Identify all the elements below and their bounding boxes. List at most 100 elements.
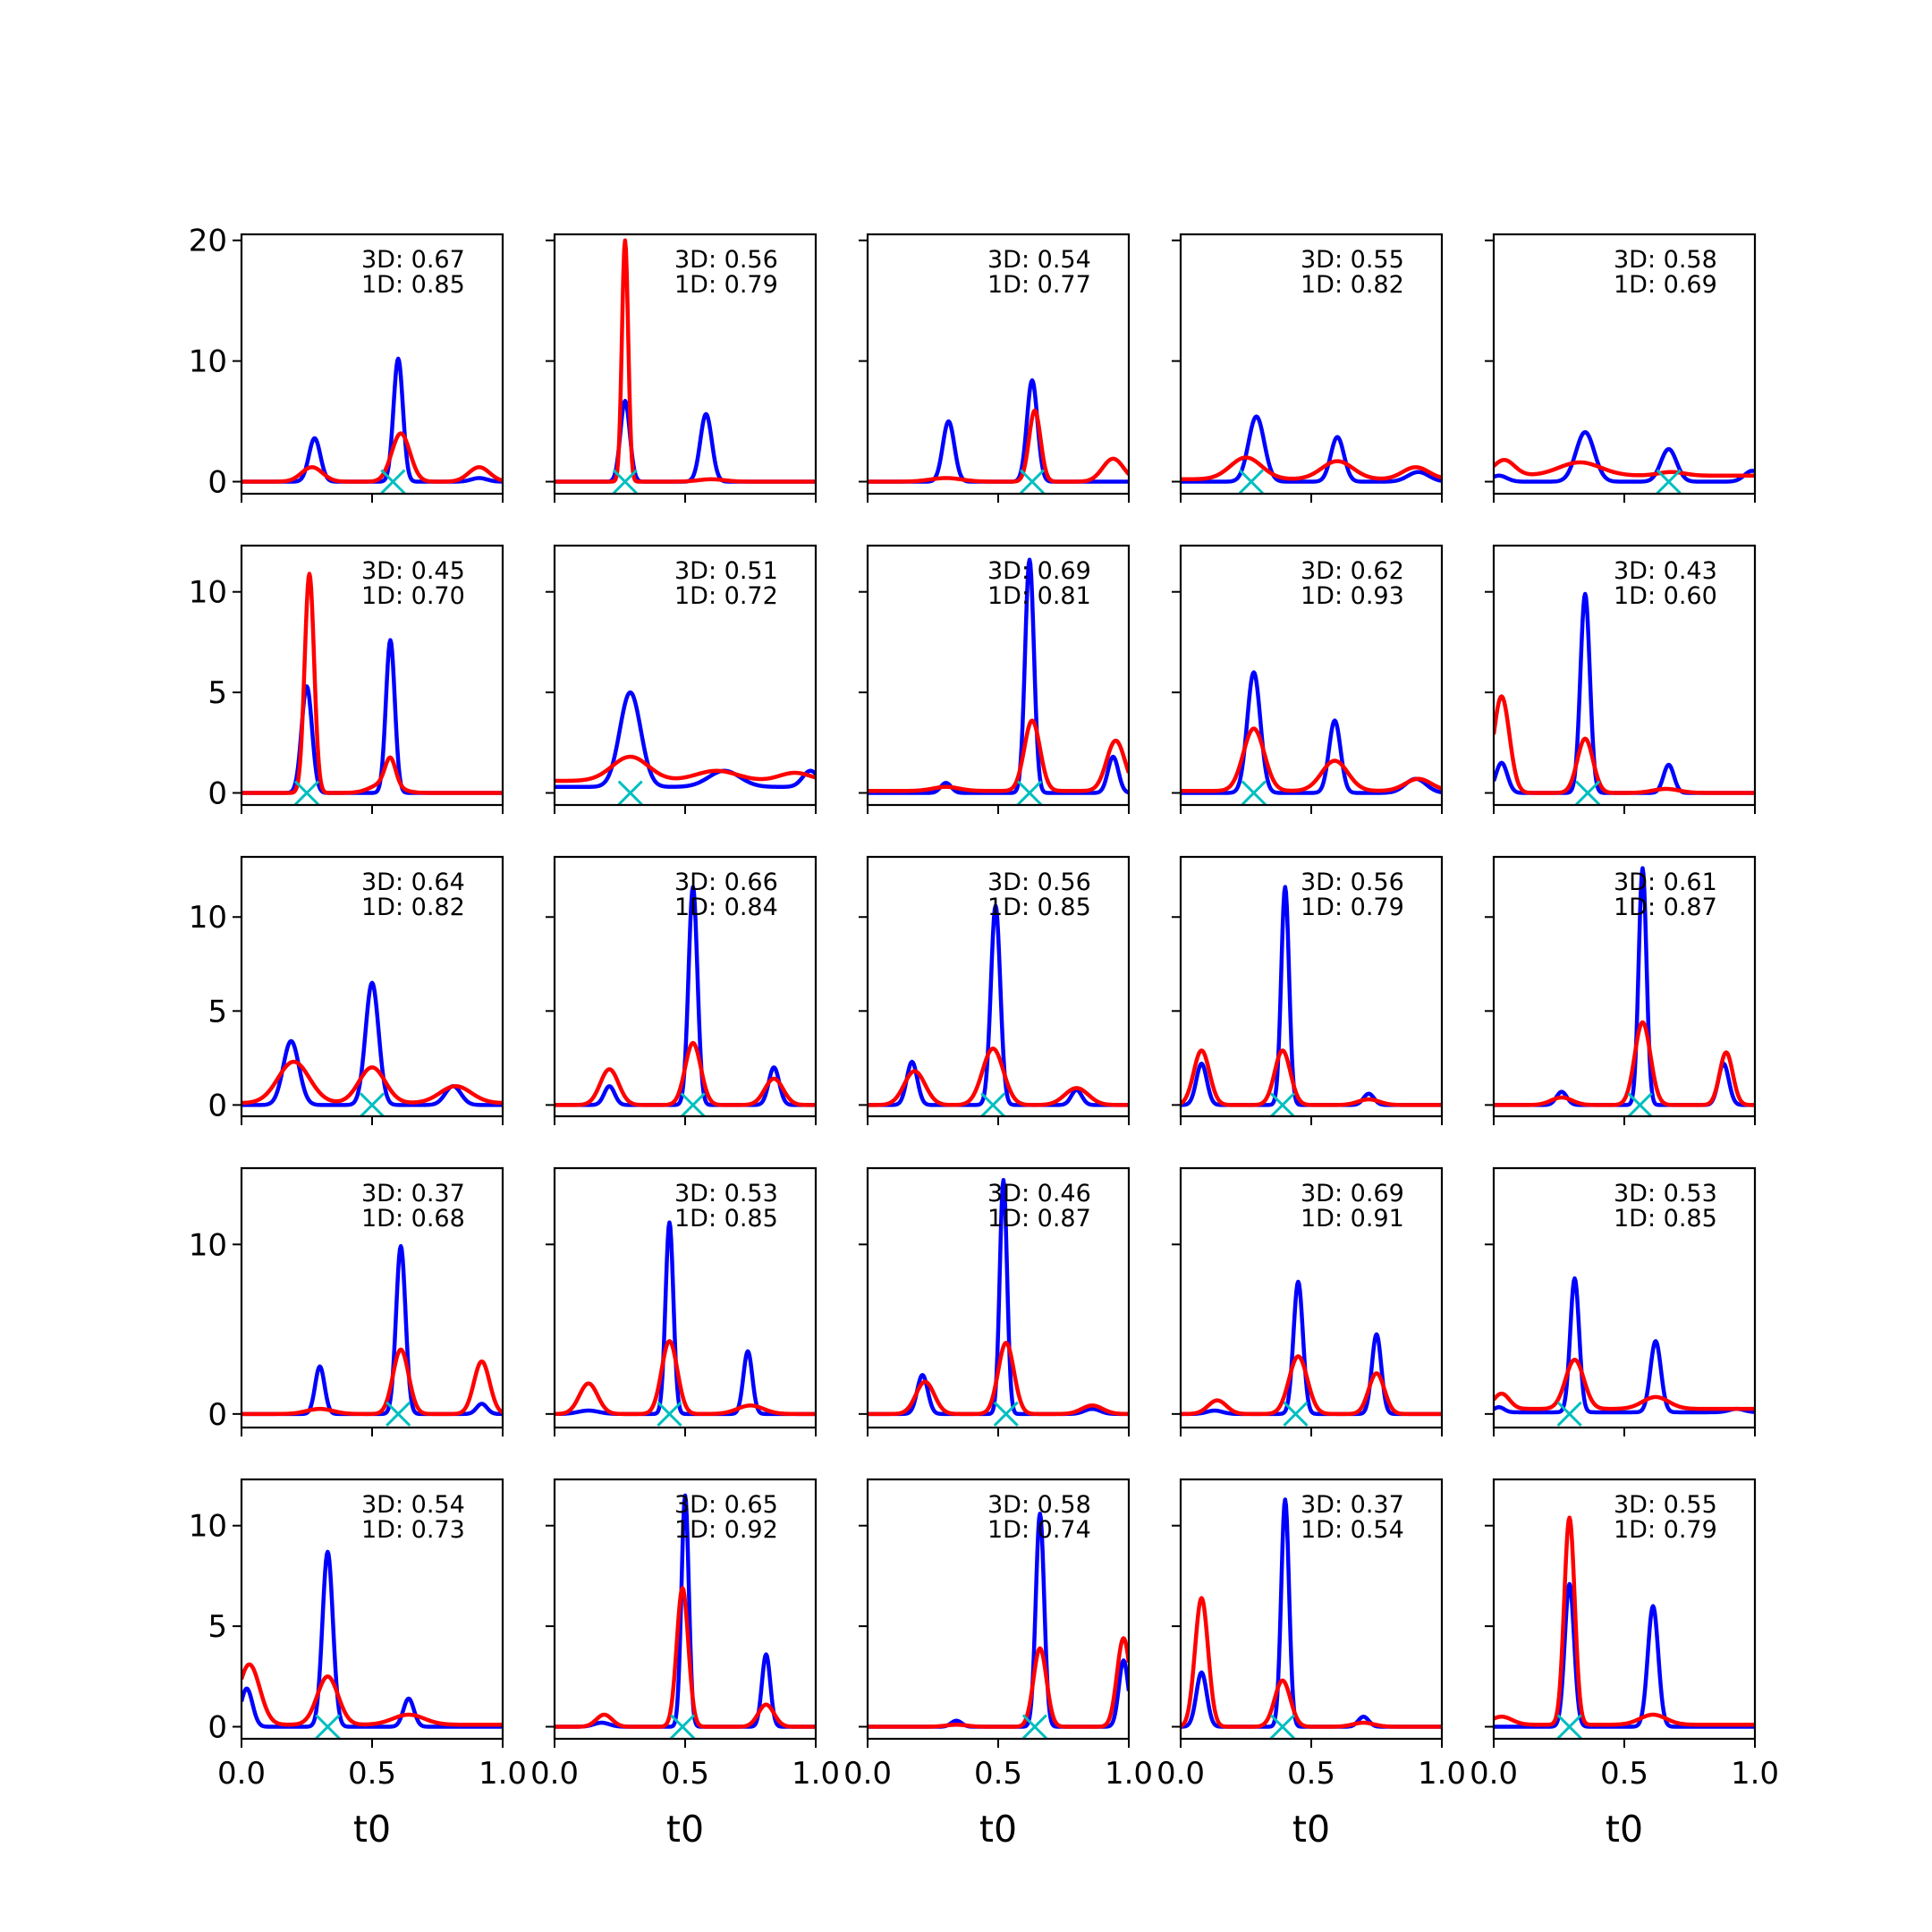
plot-area xyxy=(1494,429,1755,494)
plot-area xyxy=(1494,866,1755,1116)
series-1d-line xyxy=(555,238,816,484)
plot-area xyxy=(555,885,816,1116)
series-1d-line xyxy=(868,718,1129,793)
x-tick-label: 0.5 xyxy=(1600,1756,1648,1792)
annotation-3d-score: 3D: 0.66 xyxy=(674,869,778,896)
x-marker xyxy=(1269,1092,1295,1116)
annotation-1d-score: 1D: 0.87 xyxy=(1614,894,1717,921)
series-1d-line xyxy=(242,1059,503,1106)
series-1d-line xyxy=(1181,726,1442,793)
series-3d-line xyxy=(242,1243,503,1417)
x-marker xyxy=(1241,780,1267,805)
series-1d-line xyxy=(1494,1515,1755,1727)
series-3d-line xyxy=(555,1493,816,1729)
y-tick-label: 10 xyxy=(189,575,227,611)
plot-area xyxy=(1494,1515,1755,1739)
plot-area xyxy=(1494,1275,1755,1427)
annotation-3d-score: 3D: 0.67 xyxy=(361,246,465,274)
x-tick-label: 1.0 xyxy=(792,1756,840,1792)
plot-area xyxy=(555,238,816,494)
series-3d-line xyxy=(868,903,1129,1107)
x-axis-label: t0 xyxy=(979,1808,1017,1851)
series-1d-line xyxy=(555,1040,816,1107)
x-marker xyxy=(293,780,320,805)
x-marker xyxy=(1283,1401,1309,1427)
x-tick-label: 0.0 xyxy=(1470,1756,1518,1792)
x-marker xyxy=(1019,469,1046,494)
annotation-3d-score: 3D: 0.64 xyxy=(361,869,465,896)
x-tick-label: 0.0 xyxy=(843,1756,892,1792)
annotation-1d-score: 1D: 0.91 xyxy=(1301,1205,1404,1233)
series-1d-line xyxy=(868,1340,1129,1417)
annotation-3d-score: 3D: 0.55 xyxy=(1614,1491,1717,1519)
annotation-1d-score: 1D: 0.77 xyxy=(987,271,1091,299)
x-marker xyxy=(386,1401,411,1427)
x-marker xyxy=(1556,1714,1582,1739)
annotation-3d-score: 3D: 0.37 xyxy=(361,1180,465,1208)
annotation-3d-score: 3D: 0.54 xyxy=(987,246,1091,274)
annotation-1d-score: 1D: 0.79 xyxy=(1301,894,1404,921)
annotation-1d-score: 1D: 0.93 xyxy=(1301,582,1404,610)
series-1d-line xyxy=(555,1339,816,1417)
annotation-3d-score: 3D: 0.56 xyxy=(987,869,1091,896)
plot-area xyxy=(242,356,503,494)
y-tick-label: 5 xyxy=(208,675,227,711)
y-tick-label: 20 xyxy=(189,224,227,259)
series-1d-line xyxy=(868,1046,1129,1107)
series-3d-line xyxy=(242,980,503,1107)
series-1d-line xyxy=(1494,694,1755,795)
x-marker xyxy=(380,469,406,494)
x-axis-label: t0 xyxy=(353,1808,391,1851)
series-3d-line xyxy=(1494,429,1755,484)
series-1d-line xyxy=(242,1347,503,1417)
plot-area xyxy=(1181,1497,1442,1739)
x-marker xyxy=(670,1714,696,1739)
annotation-3d-score: 3D: 0.69 xyxy=(1301,1180,1404,1208)
x-marker xyxy=(1238,469,1264,494)
annotation-3d-score: 3D: 0.43 xyxy=(1614,557,1717,585)
x-tick-label: 0.5 xyxy=(1287,1756,1335,1792)
x-marker xyxy=(1021,1714,1047,1739)
annotation-3d-score: 3D: 0.62 xyxy=(1301,557,1404,585)
series-1d-line xyxy=(1181,1596,1442,1729)
plot-area xyxy=(1181,414,1442,494)
annotation-1d-score: 1D: 0.81 xyxy=(987,582,1091,610)
series-1d-line xyxy=(1181,1048,1442,1107)
x-marker xyxy=(617,780,643,805)
x-axis-label: t0 xyxy=(1292,1808,1330,1851)
plot-area xyxy=(868,903,1129,1116)
series-1d-line xyxy=(242,431,503,484)
plot-area xyxy=(868,1511,1129,1739)
annotation-1d-score: 1D: 0.85 xyxy=(674,1205,778,1233)
series-3d-line xyxy=(555,690,816,790)
annotation-3d-score: 3D: 0.58 xyxy=(987,1491,1091,1519)
plot-area xyxy=(1181,1279,1442,1427)
x-marker xyxy=(359,1092,386,1116)
x-tick-label: 0.0 xyxy=(217,1756,266,1792)
annotation-1d-score: 1D: 0.79 xyxy=(674,271,778,299)
plot-area xyxy=(242,1549,503,1739)
annotation-1d-score: 1D: 0.79 xyxy=(1614,1516,1717,1544)
annotation-3d-score: 3D: 0.46 xyxy=(987,1180,1091,1208)
plot-area xyxy=(555,690,816,805)
x-marker xyxy=(993,1401,1019,1427)
x-tick-label: 0.5 xyxy=(974,1756,1022,1792)
series-3d-line xyxy=(242,356,503,484)
annotation-1d-score: 1D: 0.85 xyxy=(1614,1205,1717,1233)
x-marker xyxy=(1269,1714,1295,1739)
annotation-1d-score: 1D: 0.74 xyxy=(987,1516,1091,1544)
y-tick-label: 0 xyxy=(208,776,227,812)
x-marker xyxy=(1556,1401,1582,1427)
